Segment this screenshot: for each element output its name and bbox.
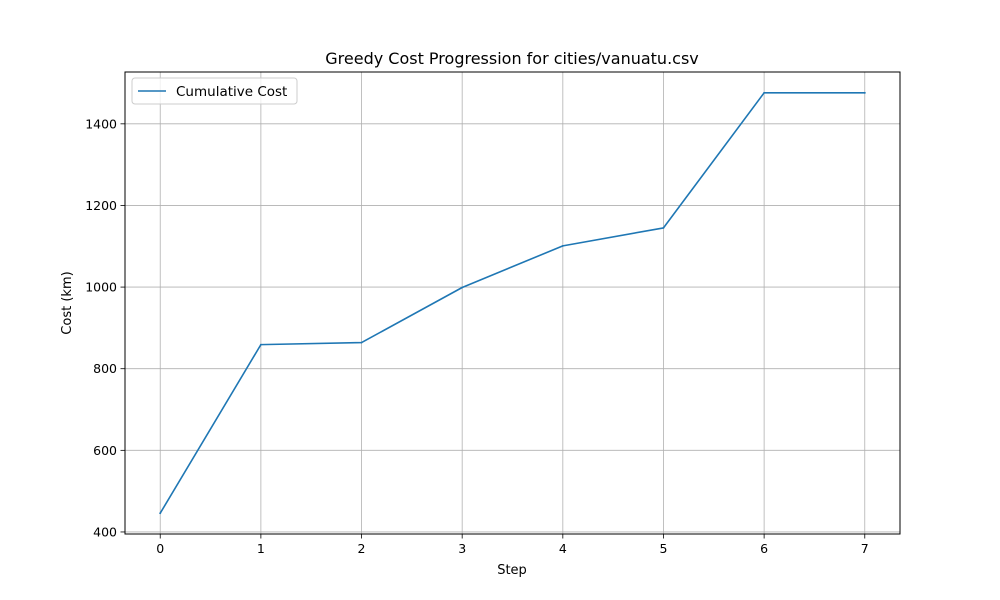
y-tick-label: 1000 <box>85 280 117 295</box>
series-line-cumulative-cost <box>159 92 866 515</box>
x-tick-label: 4 <box>559 541 567 556</box>
x-tick-label: 5 <box>659 541 667 556</box>
legend: Cumulative Cost <box>131 77 298 105</box>
x-tick-label: 1 <box>257 541 265 556</box>
series-layer <box>159 91 866 515</box>
data-point <box>561 244 564 247</box>
data-point <box>863 91 866 94</box>
chart-title: Greedy Cost Progression for cities/vanua… <box>325 49 699 68</box>
x-tick-label: 6 <box>760 541 768 556</box>
y-tick-label: 1200 <box>85 198 117 213</box>
grid <box>125 72 900 534</box>
x-tick-label: 7 <box>861 541 869 556</box>
ticks: 0 1 2 3 4 5 6 7 400 600 800 1000 1200 1400 <box>85 116 869 556</box>
x-tick-label: 3 <box>458 541 466 556</box>
y-tick-label: 1400 <box>85 116 117 131</box>
x-tick-label: 2 <box>358 541 366 556</box>
y-tick-label: 400 <box>93 524 117 539</box>
data-point <box>259 343 262 346</box>
x-axis-label: Step <box>497 563 527 578</box>
data-point <box>159 512 162 515</box>
legend-label: Cumulative Cost <box>176 84 287 100</box>
data-point <box>763 91 766 94</box>
data-point <box>461 286 464 289</box>
legend-box <box>131 77 298 105</box>
data-point <box>662 227 665 229</box>
data-point <box>360 341 363 344</box>
y-tick-label: 600 <box>93 443 117 458</box>
y-axis-label: Cost (km) <box>60 271 75 334</box>
plot-frame <box>124 71 901 535</box>
x-tick-label: 0 <box>156 541 164 556</box>
y-tick-label: 800 <box>93 361 117 376</box>
